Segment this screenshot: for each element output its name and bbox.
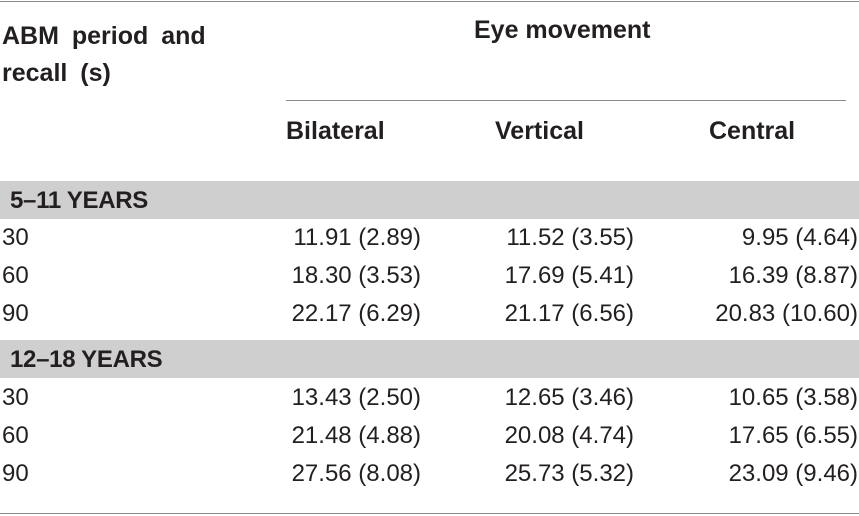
group-band-5-11: 5–11 YEARS: [0, 181, 859, 219]
period-cell: 60: [2, 422, 29, 449]
period-cell: 30: [2, 224, 29, 251]
table-row: 30 13.43 (2.50) 12.65 (3.46) 10.65 (3.58…: [0, 380, 859, 418]
period-cell: 90: [2, 460, 29, 487]
group-label: 5–11 YEARS: [10, 187, 148, 214]
column-group-title: Eye movement: [474, 16, 651, 44]
bilateral-cell: 18.30 (3.53): [291, 262, 421, 289]
bilateral-cell: 22.17 (6.29): [291, 300, 421, 327]
bilateral-cell: 21.48 (4.88): [291, 422, 421, 449]
vertical-cell: 20.08 (4.74): [504, 422, 634, 449]
row-header-label: ABM period and recall (s): [2, 18, 206, 92]
period-cell: 90: [2, 300, 29, 327]
row-header-line1: ABM period and: [2, 22, 206, 50]
vertical-cell: 12.65 (3.46): [504, 384, 634, 411]
table-bottom-rule: [0, 513, 859, 514]
table-row: 90 27.56 (8.08) 25.73 (5.32) 23.09 (9.46…: [0, 456, 859, 494]
vertical-cell: 11.52 (3.55): [506, 224, 634, 251]
table-row: 60 21.48 (4.88) 20.08 (4.74) 17.65 (6.55…: [0, 418, 859, 456]
table-row: 60 18.30 (3.53) 17.69 (5.41) 16.39 (8.87…: [0, 258, 859, 296]
table-row: 30 11.91 (2.89) 11.52 (3.55) 9.95 (4.64): [0, 220, 859, 258]
vertical-cell: 21.17 (6.56): [504, 300, 634, 327]
table-top-rule: [0, 1, 859, 2]
bilateral-cell: 11.91 (2.89): [293, 224, 421, 251]
central-cell: 16.39 (8.87): [728, 262, 858, 289]
bilateral-cell: 27.56 (8.08): [291, 460, 421, 487]
period-cell: 60: [2, 262, 29, 289]
central-cell: 10.65 (3.58): [728, 384, 858, 411]
column-header-vertical: Vertical: [495, 117, 584, 145]
vertical-cell: 25.73 (5.32): [504, 460, 634, 487]
row-header-line2: recall (s): [2, 59, 111, 87]
table-row: 90 22.17 (6.29) 21.17 (6.56) 20.83 (10.6…: [0, 296, 859, 334]
group-band-12-18: 12–18 YEARS: [0, 340, 859, 378]
central-cell: 20.83 (10.60): [715, 300, 858, 327]
column-group-rule: [286, 100, 846, 101]
central-cell: 17.65 (6.55): [728, 422, 858, 449]
column-header-central: Central: [709, 117, 796, 145]
central-cell: 9.95 (4.64): [741, 224, 858, 251]
vertical-cell: 17.69 (5.41): [504, 262, 634, 289]
group-label: 12–18 YEARS: [10, 346, 163, 373]
period-cell: 30: [2, 384, 29, 411]
bilateral-cell: 13.43 (2.50): [291, 384, 421, 411]
column-header-bilateral: Bilateral: [286, 117, 385, 145]
central-cell: 23.09 (9.46): [728, 460, 858, 487]
